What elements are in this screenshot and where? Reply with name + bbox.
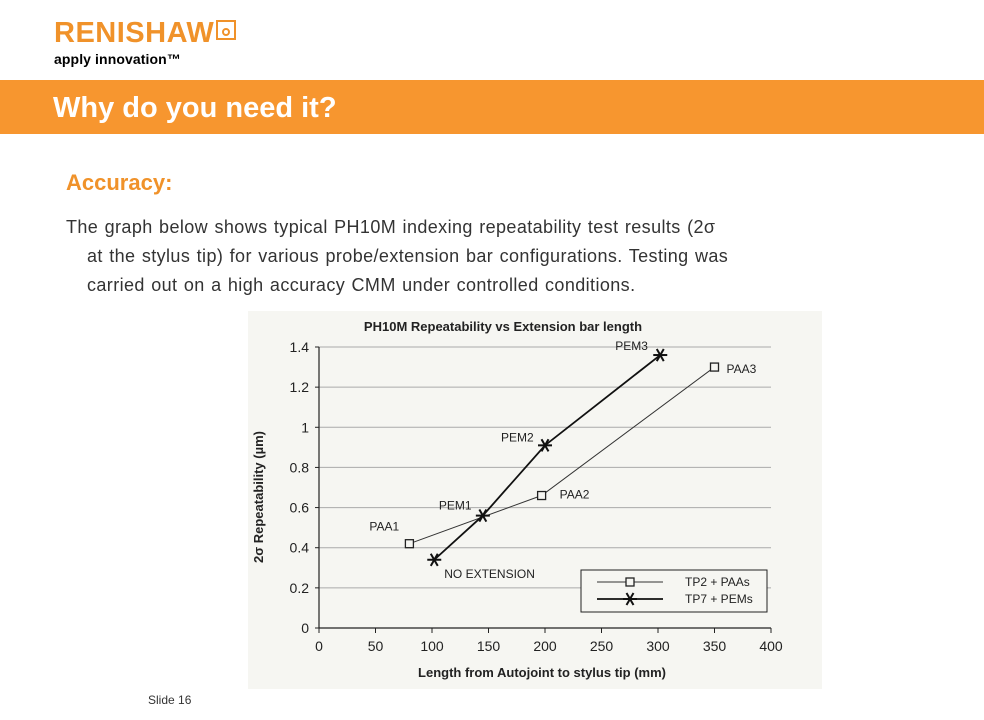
chart-y-axis-label: 2σ Repeatability (µm) [251, 431, 266, 563]
y-tick-label: 0.2 [290, 580, 310, 596]
x-tick-label: 350 [703, 638, 727, 654]
logo-mark-icon [216, 20, 237, 40]
renishaw-logo: RENISHAW apply innovation™ [54, 17, 237, 67]
legend-box [580, 569, 768, 613]
data-point-star [427, 553, 442, 567]
series-line-tp2-paas [409, 366, 715, 545]
point-label: PAA2 [560, 488, 590, 502]
slide-title: Why do you need it? [53, 92, 337, 124]
y-tick-label: 1 [301, 419, 309, 435]
chart-series [404, 348, 720, 567]
chart-gridlines [319, 346, 771, 589]
slide-number: Slide 16 [148, 693, 192, 707]
point-label: PEM2 [501, 430, 534, 444]
y-tick-label: 0 [301, 620, 309, 636]
data-point-star [653, 348, 668, 362]
y-tick-label: 0.4 [290, 540, 310, 556]
repeatability-chart: 0 0.2 0.4 0.6 0.8 1 1.2 1.4 0 50 100 150 200 250 300 35… [248, 311, 822, 689]
logo-tagline: apply innovation™ [54, 51, 181, 67]
chart-axes: 0 0.2 0.4 0.6 0.8 1 1.2 1.4 0 50 100 150 200 250 300 35… [290, 339, 783, 654]
point-label: PEM3 [615, 339, 648, 353]
y-tick-label: 1.4 [290, 339, 310, 355]
point-label: PAA1 [369, 520, 399, 534]
legend-entry: TP2 + PAAs [685, 575, 750, 589]
data-point-square [709, 362, 720, 372]
x-tick-label: 400 [759, 638, 783, 654]
section-heading: Accuracy: [66, 170, 173, 195]
data-point-star [538, 438, 552, 452]
description-line-2: at the stylus tip) for various probe/ext… [87, 246, 729, 266]
y-tick-label: 0.6 [290, 500, 310, 516]
chart-title: PH10M Repeatability vs Extension bar len… [364, 319, 642, 334]
chart-point-labels: PAA1 PAA2 PAA3 NO EXTENSION PEM1 PEM2 PEM3 [369, 339, 756, 581]
data-point-square [536, 490, 547, 501]
description-line-1: The graph below shows typical PH10M inde… [66, 217, 716, 237]
data-point-square [404, 539, 415, 549]
x-tick-label: 200 [533, 638, 557, 654]
x-tick-label: 250 [590, 638, 614, 654]
x-tick-label: 0 [315, 638, 323, 654]
title-banner: Why do you need it? [0, 80, 984, 134]
description-line-3: carried out on a high accuracy CMM under… [87, 275, 636, 295]
chart-canvas: 0 0.2 0.4 0.6 0.8 1 1.2 1.4 0 50 100 150 200 250 300 35… [251, 319, 783, 680]
point-label: NO EXTENSION [444, 567, 535, 581]
chart-x-axis-label: Length from Autojoint to stylus tip (mm) [418, 665, 666, 680]
logo-brand: RENISHAW [54, 17, 215, 49]
description-paragraph: The graph below shows typical PH10M inde… [66, 213, 916, 300]
series-line-tp7-pems [433, 354, 661, 561]
logo-wordmark: RENISHAW [54, 17, 237, 49]
x-tick-label: 150 [477, 638, 501, 654]
legend-marker-square [625, 577, 635, 587]
point-label: PAA3 [727, 362, 757, 376]
legend-entry: TP7 + PEMs [685, 592, 753, 606]
legend-marker-star [623, 592, 637, 606]
x-tick-label: 100 [420, 638, 444, 654]
x-tick-label: 50 [368, 638, 384, 654]
data-point-star [475, 509, 490, 523]
point-label: PEM1 [439, 499, 472, 513]
x-tick-label: 300 [646, 638, 670, 654]
y-tick-label: 0.8 [290, 459, 310, 475]
chart-legend: TP2 + PAAs TP7 + PEMs [580, 569, 768, 613]
y-tick-label: 1.2 [290, 379, 310, 395]
